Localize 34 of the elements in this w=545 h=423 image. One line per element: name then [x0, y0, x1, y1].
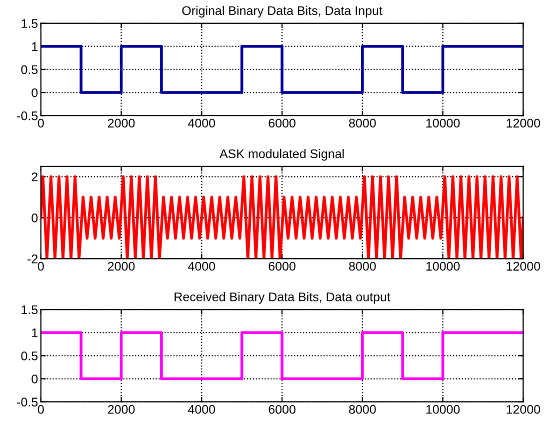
x-tick-label: 2000	[108, 262, 135, 271]
x-tick-label: 12000	[506, 404, 540, 414]
x-tick-label: 8000	[349, 118, 376, 128]
y-tick-label: 0	[32, 88, 38, 98]
y-tick-label: 0	[32, 213, 38, 222]
x-tick-label: 10000	[426, 262, 460, 271]
x-tick-label: 8000	[349, 404, 376, 414]
y-tick-label: 1	[32, 42, 38, 51]
x-tick-label: 10000	[426, 118, 460, 128]
x-tick-label: 8000	[349, 262, 376, 271]
x-tick-label: 6000	[268, 118, 296, 128]
x-tick-label: 6000	[268, 262, 296, 271]
y-tick-label: 1.5	[22, 19, 38, 28]
y-tick-label: 0.5	[21, 65, 38, 74]
y-tick-label: -0.5	[17, 398, 38, 406]
x-tick-label: 4000	[188, 118, 216, 128]
y-tick-label: 0	[32, 374, 38, 384]
y-tick-label: -0.5	[17, 111, 38, 120]
x-tick-label: 2000	[108, 118, 135, 128]
y-tick-label: 2	[32, 172, 38, 182]
x-tick-label: 4000	[188, 262, 216, 271]
x-tick-label: 2000	[108, 404, 135, 414]
chart-title: Received Binary Data Bits, Data output	[174, 292, 390, 304]
x-tick-label: 6000	[268, 404, 296, 414]
x-tick-label: 12000	[506, 262, 540, 271]
x-tick-label: 4000	[188, 404, 216, 414]
y-tick-label: -2	[28, 254, 38, 264]
chart-title: Original Binary Data Bits, Data Input	[182, 6, 382, 18]
chart-title: ASK modulated Signal	[220, 148, 344, 161]
y-tick-label: 1.5	[22, 305, 38, 314]
y-tick-label: 0.5	[21, 351, 38, 360]
x-tick-label: 10000	[426, 404, 460, 414]
y-tick-label: 1	[32, 328, 38, 338]
x-tick-label: 12000	[506, 118, 540, 128]
